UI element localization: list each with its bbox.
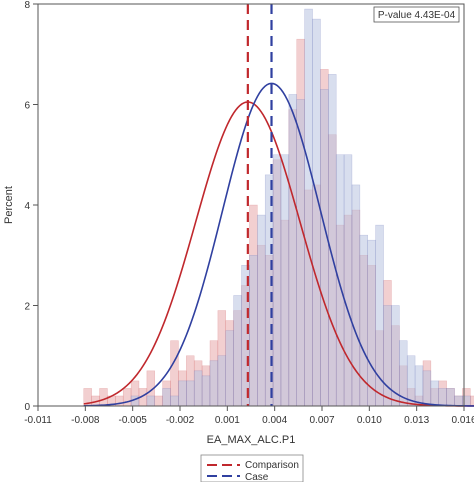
- pvalue-annotation: P-value 4.43E-04: [373, 6, 460, 23]
- case-bar: [146, 395, 156, 407]
- x-tick-label: -0.002: [166, 415, 195, 426]
- case-bar: [406, 355, 416, 407]
- case-bar: [241, 265, 250, 407]
- case-bar: [257, 214, 266, 407]
- case-bar: [193, 370, 203, 407]
- density-curves: [83, 82, 474, 407]
- case-bar: [422, 370, 432, 407]
- y-tick-label: 8: [24, 0, 30, 11]
- case-bar: [162, 388, 171, 407]
- comparison-bar: [122, 388, 132, 407]
- comparison-bar: [99, 388, 108, 407]
- case-bar: [367, 239, 376, 407]
- case-bar: [320, 89, 329, 407]
- comparison-normal-curve: [83, 101, 474, 407]
- case-bar: [304, 8, 313, 407]
- x-tick-label: -0.011: [24, 415, 52, 426]
- mean-lines: [246, 4, 273, 406]
- case-bar: [343, 154, 353, 407]
- case-bar: [225, 330, 234, 407]
- case-bar: [454, 395, 463, 407]
- x-axis: -0.011 -0.008 -0.005 -0.002 0.001 0.004 0.007 0…: [24, 406, 474, 426]
- y-tick-label: 0: [24, 402, 30, 413]
- case-bar: [328, 74, 337, 407]
- x-tick-label: 0.001: [215, 415, 240, 426]
- case-bar: [170, 395, 179, 407]
- case-bar: [280, 154, 290, 407]
- case-bar: [383, 305, 392, 407]
- case-bar: [272, 154, 282, 407]
- x-tick-label: 0.016: [451, 415, 474, 426]
- x-tick-label: -0.005: [118, 415, 147, 426]
- x-axis-title: EA_MAX_ALC.P1: [207, 434, 296, 446]
- legend-label-comparison: Comparison: [245, 460, 299, 471]
- case-bar: [264, 174, 274, 407]
- case-bar: [233, 295, 242, 407]
- pvalue-text: P-value 4.43E-04: [378, 10, 456, 21]
- case-bar: [312, 18, 321, 407]
- x-tick-label: 0.010: [357, 415, 382, 426]
- pvalue-box: [373, 6, 460, 23]
- case-bar: [414, 365, 424, 407]
- y-axis: 0 2 4 6 8: [24, 0, 38, 413]
- legend-frame: [200, 454, 304, 482]
- case-bar: [438, 388, 447, 407]
- case-bar: [186, 380, 195, 407]
- case-bar: [209, 360, 219, 407]
- case-bar: [430, 380, 440, 407]
- case-bar: [335, 154, 345, 407]
- case-bar: [201, 375, 211, 407]
- case-bars: [130, 8, 471, 407]
- comparison-bar: [154, 395, 163, 407]
- case-bar: [217, 355, 227, 407]
- legend-label-case: Case: [245, 472, 269, 482]
- x-tick-label: -0.008: [71, 415, 100, 426]
- y-axis-title: Percent: [3, 186, 15, 224]
- y-tick-label: 4: [24, 201, 30, 212]
- case-normal-curve: [83, 82, 474, 407]
- case-bar: [446, 388, 455, 407]
- legend: Comparison Case: [200, 454, 304, 482]
- case-bar: [351, 184, 361, 407]
- x-tick-label: 0.007: [309, 415, 334, 426]
- comparison-bar: [470, 395, 474, 407]
- x-tick-label: 0.004: [262, 415, 287, 426]
- case-bar: [249, 255, 258, 407]
- x-tick-label: 0.013: [404, 415, 429, 426]
- case-bar: [178, 380, 187, 407]
- y-tick-label: 2: [24, 302, 30, 313]
- y-tick-label: 6: [24, 101, 30, 112]
- case-bar: [288, 94, 298, 407]
